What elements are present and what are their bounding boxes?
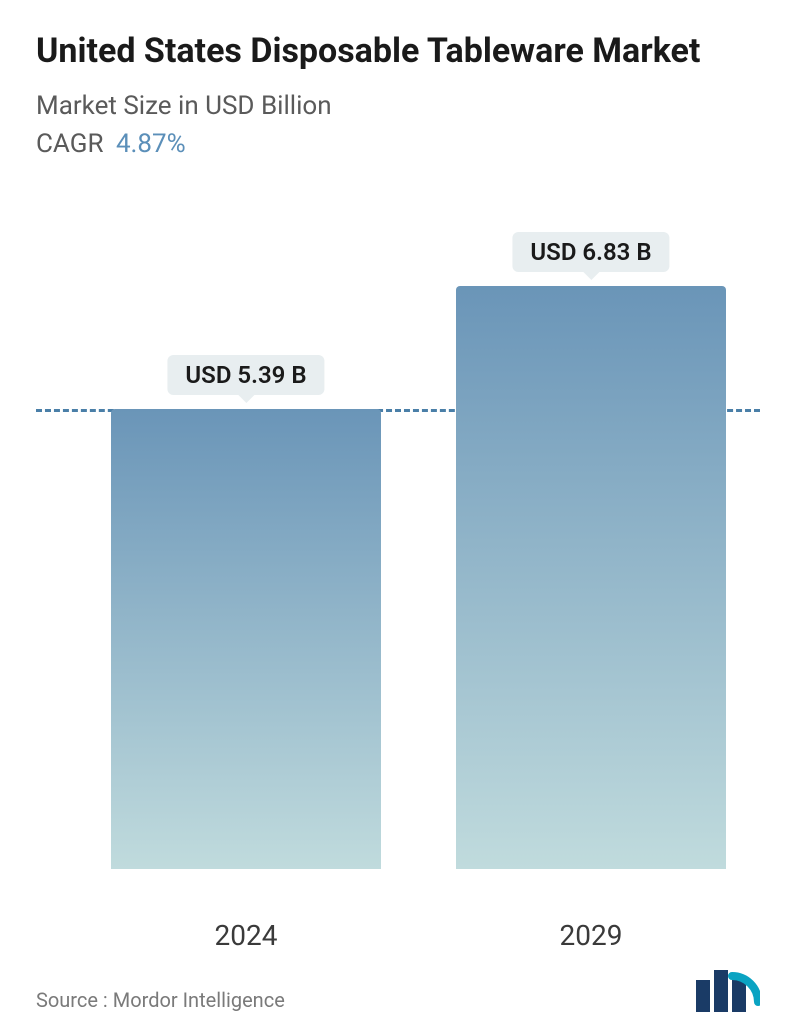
footer: Source : Mordor Intelligence [36, 970, 760, 1012]
bar-2024 [111, 409, 381, 869]
cagr-label: CAGR [36, 129, 103, 159]
bar-2029 [456, 286, 726, 869]
cagr-value: 4.87% [116, 129, 186, 159]
value-label-2024: USD 5.39 B [167, 355, 324, 395]
value-label-2029: USD 6.83 B [512, 232, 669, 272]
chart-subtitle: Market Size in USD Billion [36, 91, 760, 121]
chart-area: 20242029 USD 5.39 BUSD 6.83 B [36, 229, 760, 869]
brand-logo-icon [694, 970, 760, 1012]
cagr-row: CAGR 4.87% [36, 129, 760, 159]
chart-container: United States Disposable Tableware Marke… [0, 0, 796, 1034]
x-label-2029: 2029 [560, 919, 623, 952]
source-text: Source : Mordor Intelligence [36, 988, 285, 1012]
chart-title: United States Disposable Tableware Marke… [36, 30, 760, 73]
x-label-2024: 2024 [215, 919, 278, 952]
